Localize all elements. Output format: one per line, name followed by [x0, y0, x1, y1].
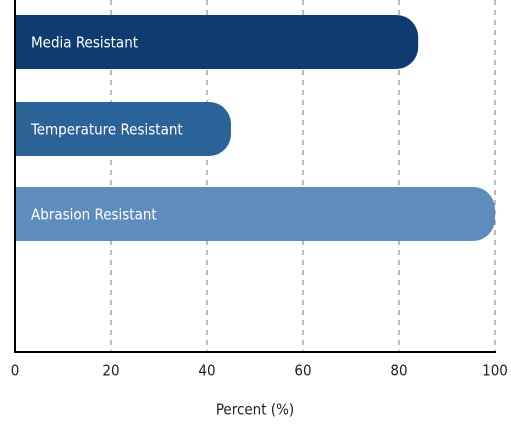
bar-label: Abrasion Resistant	[31, 206, 157, 224]
x-axis-label: Percent (%)	[216, 401, 294, 419]
x-tick-label: 60	[294, 362, 311, 380]
bar	[15, 15, 419, 69]
x-tick-label: 80	[390, 362, 407, 380]
bar	[15, 102, 231, 156]
x-tick-label: 0	[11, 362, 20, 380]
bar	[15, 187, 495, 241]
x-tick-label: 40	[198, 362, 215, 380]
bar-label: Media Resistant	[31, 34, 138, 52]
bar-label: Temperature Resistant	[30, 121, 183, 139]
x-tick-label: 20	[102, 362, 119, 380]
x-tick-label: 100	[482, 362, 508, 380]
